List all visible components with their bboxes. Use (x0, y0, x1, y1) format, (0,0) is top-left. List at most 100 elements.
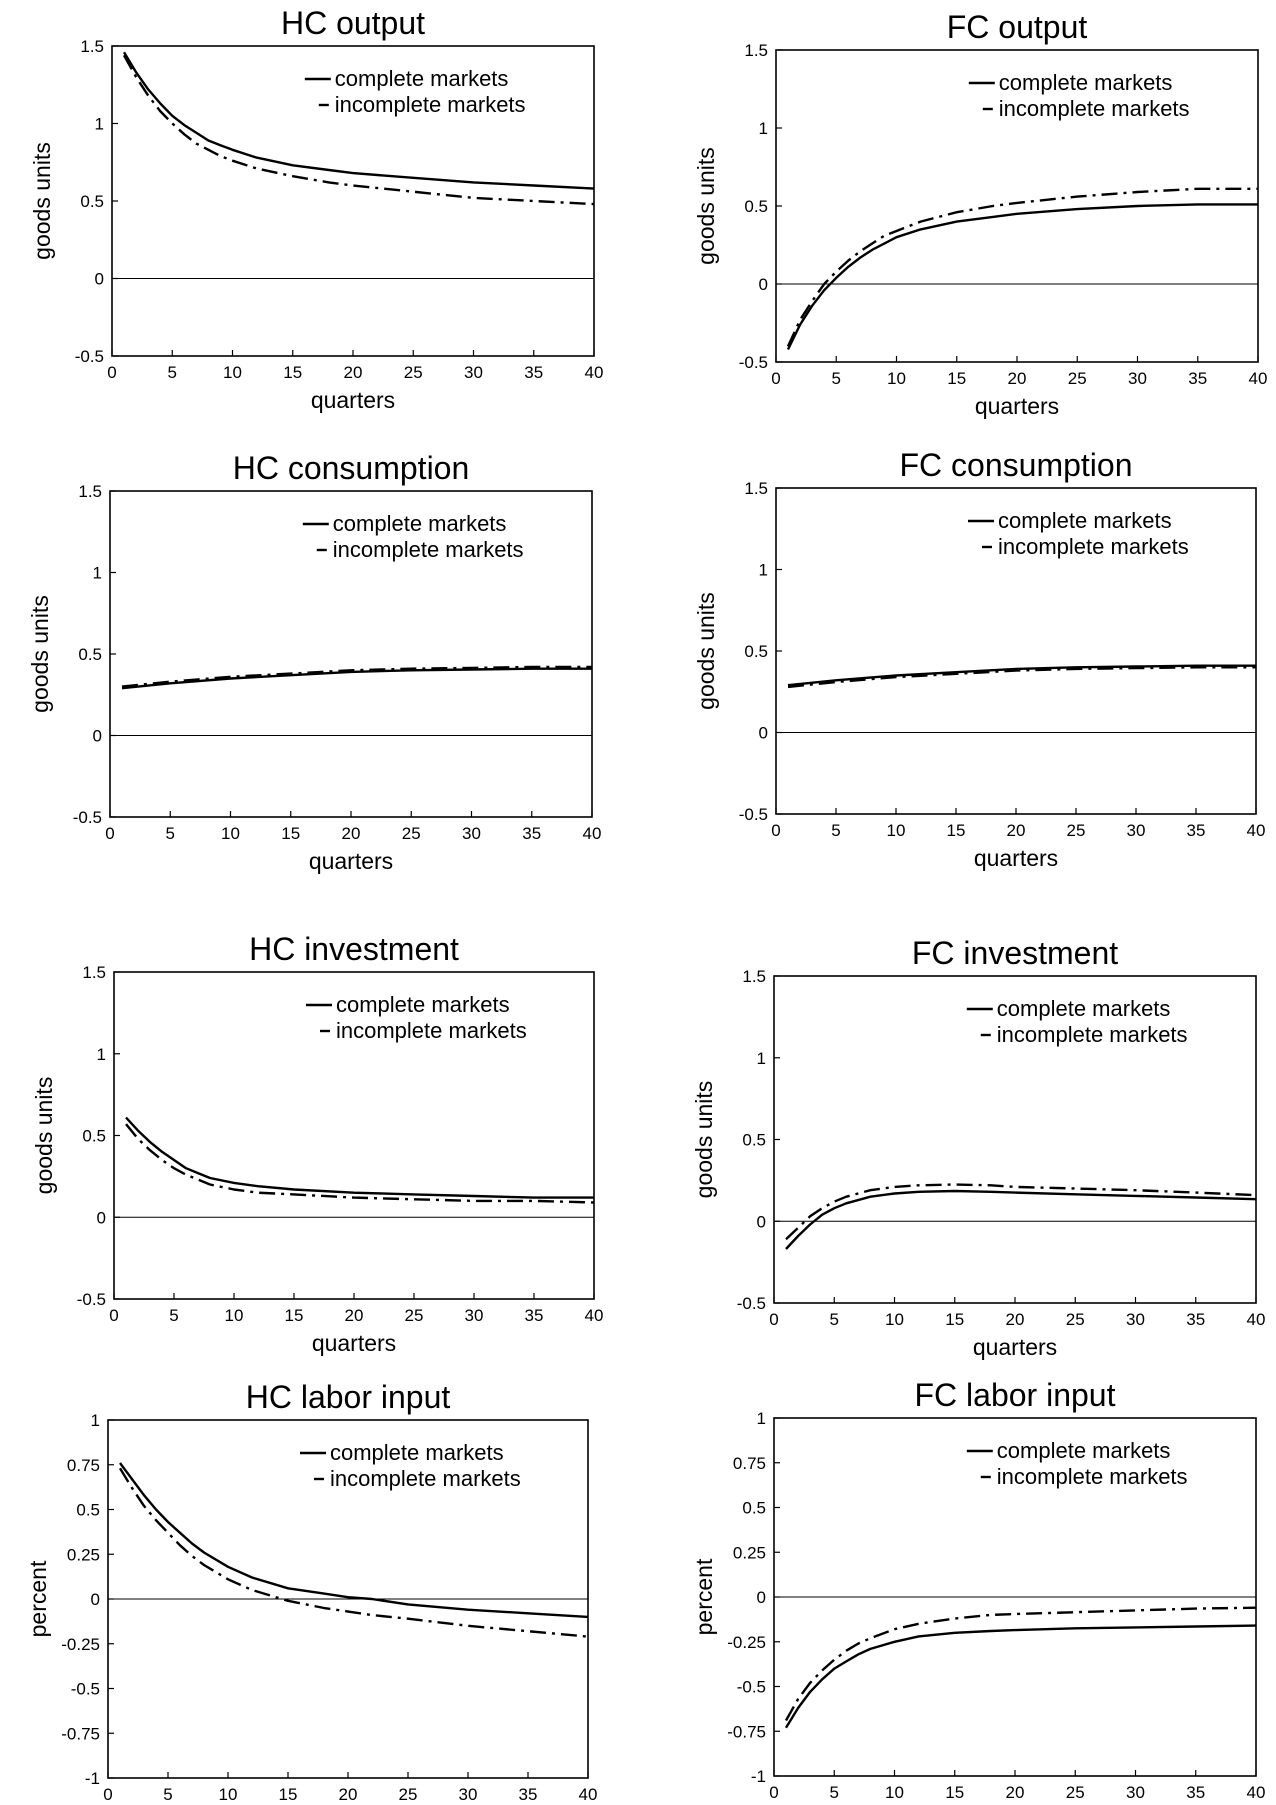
x-tick-label: 15 (279, 1785, 298, 1804)
chart-title: HC labor input (246, 1379, 451, 1415)
x-axis-label: quarters (311, 387, 395, 413)
series-line-complete-markets (785, 1189, 1257, 1250)
x-tick-label: 30 (1128, 369, 1147, 388)
x-tick-label: 5 (830, 1783, 839, 1802)
y-tick-label: 1 (757, 1409, 766, 1428)
chart-title: FC labor input (915, 1377, 1116, 1413)
y-tick-label: -0.75 (61, 1724, 100, 1743)
x-tick-label: 0 (771, 821, 780, 840)
x-tick-label: 10 (221, 824, 240, 843)
y-tick-label: -0.5 (77, 1290, 106, 1309)
x-tick-label: 0 (769, 1783, 778, 1802)
legend-entry: incomplete markets (997, 1464, 1188, 1489)
series-line-complete-markets (121, 667, 592, 690)
x-tick-label: 15 (947, 369, 966, 388)
x-tick-label: 40 (585, 1306, 604, 1325)
x-tick-label: 35 (524, 363, 543, 382)
series-line-complete-markets (122, 51, 595, 190)
x-tick-label: 25 (404, 363, 423, 382)
series-line-incomplete-markets (125, 1123, 595, 1204)
y-tick-label: -1 (85, 1769, 100, 1788)
y-tick-label: 1 (93, 564, 102, 583)
y-tick-label: -0.25 (61, 1635, 100, 1654)
legend-entry: incomplete markets (998, 534, 1189, 559)
x-tick-label: 25 (399, 1785, 418, 1804)
x-tick-label: 40 (585, 363, 604, 382)
series-line-complete-markets (786, 203, 1258, 351)
y-tick-label: 0.75 (67, 1456, 100, 1475)
legend-entry: incomplete markets (330, 1466, 521, 1491)
x-tick-label: 35 (1187, 821, 1206, 840)
x-tick-label: 15 (947, 821, 966, 840)
x-tick-label: 30 (462, 824, 481, 843)
y-axis-label: goods units (27, 595, 53, 713)
x-axis-label: quarters (975, 393, 1059, 419)
series-line-incomplete-markets (118, 1467, 589, 1638)
y-tick-label: 0.5 (744, 642, 768, 661)
y-tick-label: -0.5 (737, 1678, 766, 1697)
chart-title: HC investment (249, 931, 459, 967)
y-tick-label: 0 (759, 275, 768, 294)
y-tick-label: 0.75 (733, 1454, 766, 1473)
y-tick-label: 1 (759, 119, 768, 138)
y-axis-label: goods units (693, 592, 719, 710)
y-tick-label: 1 (759, 561, 768, 580)
x-axis-label: quarters (974, 845, 1058, 871)
x-tick-label: 5 (832, 369, 841, 388)
x-tick-label: 25 (1068, 369, 1087, 388)
legend-entry: complete markets (335, 66, 509, 91)
y-axis-label: goods units (693, 147, 719, 265)
x-tick-label: 20 (342, 824, 361, 843)
x-tick-label: 20 (1006, 1310, 1025, 1329)
x-tick-label: 25 (1066, 1783, 1085, 1802)
x-tick-label: 10 (223, 363, 242, 382)
x-tick-label: 30 (464, 363, 483, 382)
x-tick-label: 15 (283, 363, 302, 382)
y-tick-label: 0.5 (744, 197, 768, 216)
x-tick-label: 35 (1188, 369, 1207, 388)
y-axis-label: percent (691, 1558, 717, 1635)
x-axis-label: quarters (973, 1334, 1057, 1360)
x-tick-label: 35 (522, 824, 541, 843)
series-line-complete-markets (125, 1116, 594, 1199)
y-tick-label: 1.5 (78, 482, 102, 501)
x-tick-label: 10 (225, 1306, 244, 1325)
y-axis-label: goods units (691, 1081, 717, 1199)
y-tick-label: 0.25 (733, 1543, 766, 1562)
x-tick-label: 35 (1186, 1783, 1205, 1802)
y-tick-label: 0 (91, 1590, 100, 1609)
x-tick-label: 40 (1247, 1783, 1266, 1802)
x-tick-label: 0 (105, 824, 114, 843)
legend-entry: complete markets (333, 511, 507, 536)
legend-entry: complete markets (998, 508, 1172, 533)
y-tick-label: 0.25 (67, 1545, 100, 1564)
x-tick-label: 30 (465, 1306, 484, 1325)
y-tick-label: -0.5 (737, 1294, 766, 1313)
x-tick-label: 0 (107, 363, 116, 382)
series-line-complete-markets (784, 1624, 1257, 1729)
y-tick-label: 0 (759, 724, 768, 743)
x-tick-label: 10 (887, 821, 906, 840)
y-tick-label: 1.5 (82, 963, 106, 982)
y-tick-label: 1.5 (744, 41, 768, 60)
legend-entry: complete markets (997, 996, 1171, 1021)
x-tick-label: 40 (583, 824, 602, 843)
y-tick-label: 1 (757, 1049, 766, 1068)
y-tick-label: 0 (757, 1588, 766, 1607)
x-tick-label: 10 (887, 369, 906, 388)
series-line-complete-markets (119, 1462, 589, 1619)
legend-entry: incomplete markets (336, 1018, 527, 1043)
x-tick-label: 5 (831, 821, 840, 840)
x-tick-label: 25 (1067, 821, 1086, 840)
y-tick-label: -0.5 (71, 1680, 100, 1699)
y-tick-label: 0.5 (78, 645, 102, 664)
x-tick-label: 0 (103, 1785, 112, 1804)
